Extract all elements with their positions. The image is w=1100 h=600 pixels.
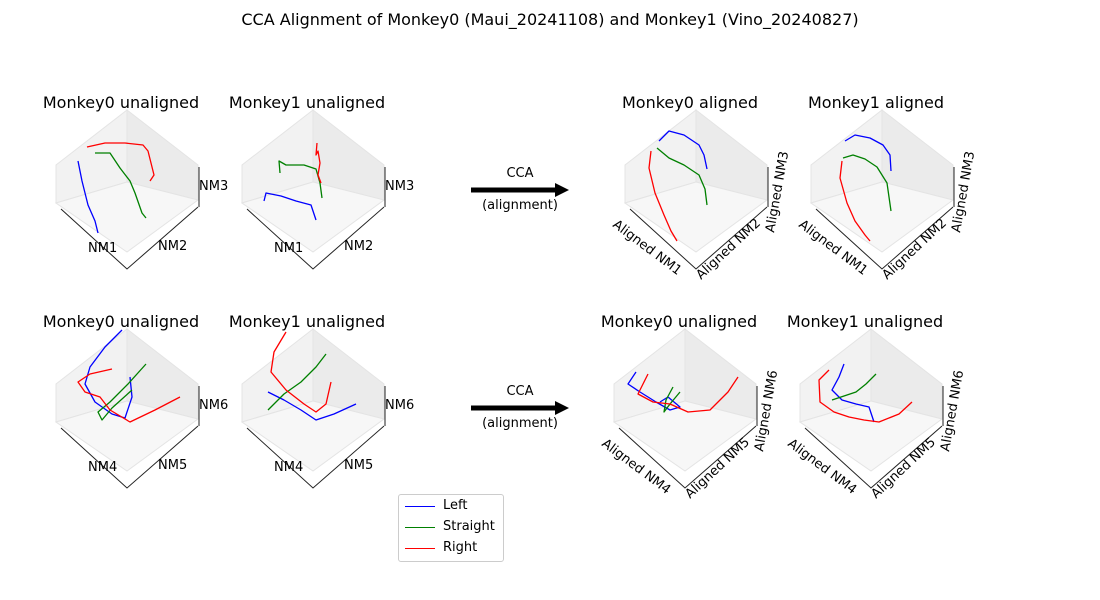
series-line-straight <box>267 353 327 411</box>
subplot-monkey0-unaligned-nm123: Monkey0 unaligned NM1 NM2 NM3 <box>40 93 230 293</box>
y-axis-label: NM2 <box>344 239 373 254</box>
series-line-straight <box>97 363 147 421</box>
series-line-left <box>844 134 892 172</box>
plot-svg: NM4 NM5 NM6 <box>240 327 414 489</box>
subplot-title: Monkey1 aligned <box>808 93 944 112</box>
z-axis-label: NM6 <box>199 398 228 413</box>
series-line-straight <box>278 160 323 199</box>
series-line-right <box>839 160 871 242</box>
cca-arrow-row1: CCA (alignment) <box>465 166 575 226</box>
plot-svg: NM1 NM2 NM3 <box>54 108 228 270</box>
subplot-title: Monkey0 unaligned <box>42 312 200 331</box>
series-line-straight <box>95 152 147 219</box>
axis-edges <box>60 425 199 489</box>
series-line-right <box>315 142 322 184</box>
x-axis-label: NM1 <box>88 241 117 256</box>
series-line-right <box>818 369 913 423</box>
subplot-monkey1-aligned-nm123: Monkey1 aligned Aligned NM1 Aligned NM2 Al… <box>795 93 985 293</box>
legend-swatch <box>405 527 435 528</box>
legend-label: Straight <box>443 519 495 534</box>
z-axis-label: NM3 <box>385 179 414 194</box>
axis-edges <box>246 206 385 270</box>
series-line-straight <box>663 386 681 413</box>
plot-svg: NM4 NM5 NM6 <box>54 327 228 489</box>
z-axis-label: NM6 <box>385 398 414 413</box>
series-line-left <box>263 192 317 221</box>
subplot-monkey1-unaligned-nm123: Monkey1 unaligned NM1 NM2 NM3 <box>226 93 416 293</box>
series-line-left <box>831 363 875 423</box>
right-arrow-icon <box>471 183 569 197</box>
legend: Left Straight Right <box>398 494 504 562</box>
legend-label: Right <box>443 540 478 555</box>
plot-svg: NM1 NM2 NM3 <box>240 108 414 270</box>
floor-pane <box>623 181 769 253</box>
subplot-monkey1-aligned-nm456: Monkey1 unaligned Aligned NM4 Aligned NM5… <box>784 312 974 512</box>
subplot-title: Monkey0 unaligned <box>42 93 200 112</box>
subplot-title: Monkey1 unaligned <box>786 312 944 331</box>
axis-edges <box>60 206 199 270</box>
subplot-title: Monkey0 aligned <box>622 93 758 112</box>
subplot-title: Monkey1 unaligned <box>228 312 386 331</box>
floor-pane <box>798 400 944 472</box>
right-arrow-icon <box>471 401 569 415</box>
axis-edges <box>246 425 385 489</box>
y-axis-label: NM5 <box>158 458 187 473</box>
axis-edges <box>629 206 768 270</box>
legend-entry-left: Left <box>405 497 501 517</box>
axis-edges <box>618 425 757 489</box>
arrow-top-label: CCA <box>506 166 534 181</box>
arrow-bottom-label: (alignment) <box>482 198 558 213</box>
floor-pane <box>54 181 200 253</box>
x-axis-label: NM4 <box>88 460 117 475</box>
series-line-right <box>270 331 332 413</box>
floor-pane <box>612 400 758 472</box>
floor-pane <box>240 400 386 472</box>
subplot-title: Monkey1 unaligned <box>228 93 386 112</box>
arrow-bottom-label: (alignment) <box>482 416 558 431</box>
y-axis-label: NM2 <box>158 239 187 254</box>
series-line-left <box>627 371 681 411</box>
z-axis-label: NM3 <box>199 179 228 194</box>
subplot-monkey0-aligned-nm123: Monkey0 aligned Aligned NM1 Aligned NM2 Al… <box>609 93 799 293</box>
y-axis-label: NM5 <box>344 458 373 473</box>
x-axis-label: NM4 <box>274 460 303 475</box>
series-line-left <box>84 329 133 419</box>
series-line-right <box>86 142 155 182</box>
legend-entry-straight: Straight <box>405 518 501 538</box>
cca-arrow-row2: CCA (alignment) <box>465 384 575 444</box>
legend-label: Left <box>443 498 468 513</box>
legend-entry-right: Right <box>405 539 501 559</box>
subplot-monkey0-unaligned-nm456: Monkey0 unaligned NM4 NM5 NM6 <box>40 312 230 512</box>
series-line-left <box>77 160 99 234</box>
floor-pane <box>240 181 386 253</box>
subplot-monkey0-aligned-nm456: Monkey0 unaligned Aligned NM4 Aligned NM5… <box>598 312 788 512</box>
subplot-title: Monkey0 unaligned <box>600 312 758 331</box>
x-axis-label: NM1 <box>274 241 303 256</box>
legend-swatch <box>405 506 435 507</box>
series-line-right <box>637 373 739 413</box>
legend-swatch <box>405 548 435 549</box>
subplot-monkey1-unaligned-nm456: Monkey1 unaligned NM4 NM5 NM6 <box>226 312 416 512</box>
series-line-straight <box>842 154 892 212</box>
series-line-straight <box>831 373 877 401</box>
series-line-right <box>648 150 678 242</box>
series-line-left <box>658 130 708 170</box>
series-line-right <box>77 368 181 423</box>
arrow-top-label: CCA <box>506 384 534 399</box>
axis-edges <box>815 206 954 270</box>
axis-edges <box>804 425 943 489</box>
series-line-left <box>267 391 357 421</box>
series-line-straight <box>656 147 708 206</box>
figure-title: CCA Alignment of Monkey0 (Maui_20241108)… <box>241 10 859 29</box>
